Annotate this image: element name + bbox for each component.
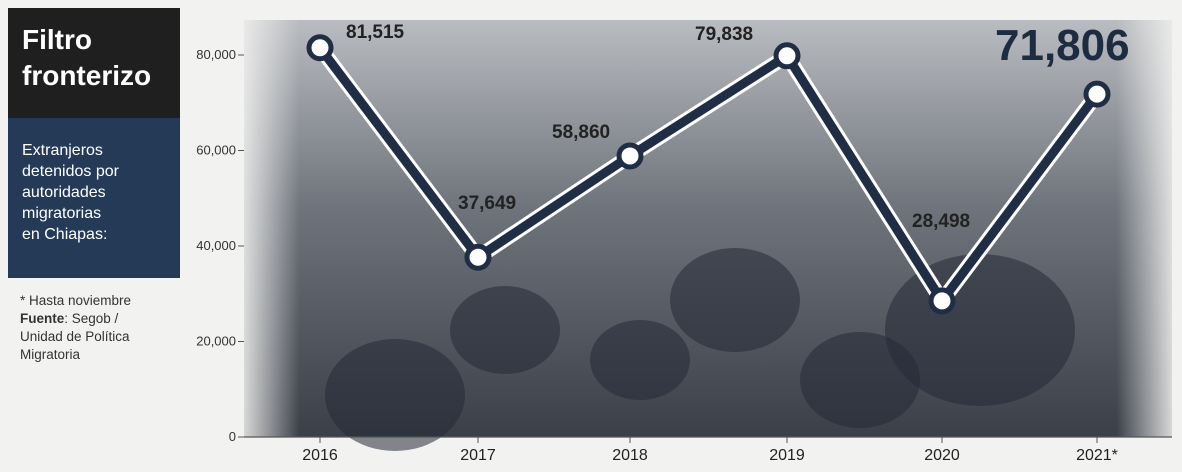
data-point [616,142,644,170]
data-point [773,42,801,70]
subtitle-line-4: migratorias [22,205,102,222]
source-line-3: Migratoria [20,347,81,362]
data-point [1083,80,1111,108]
y-tick-label: 80,000 [196,47,236,62]
data-label: 37,649 [458,193,516,214]
x-tick-label: 2019 [769,447,805,464]
data-point [928,287,956,315]
title-box: Filtro fronterizo [8,8,180,118]
axes: 0 20,000 40,000 60,000 80,000 2016 2017 2018 201… [196,47,1172,464]
y-tick-label: 20,000 [196,334,236,349]
series-layer [306,34,1111,315]
series-line [316,45,1101,306]
notes: * Hasta noviembre Fuente: Segob / Unidad… [20,292,180,364]
y-tick-label: 40,000 [196,238,236,253]
data-point [306,34,334,62]
data-label: 58,860 [552,122,610,143]
subtitle-line-2: detenidos por [22,163,119,180]
x-tick-label: 2016 [302,447,338,464]
data-label: 28,498 [912,211,970,232]
title-line-1: Filtro [22,24,92,55]
data-labels: 81,515 37,649 58,860 79,838 28,498 71,806 [346,21,1130,232]
data-label: 79,838 [695,24,753,45]
photo-edge-fade [244,20,1172,437]
x-tick-label: 2021* [1076,447,1118,464]
data-point [464,243,492,271]
x-tick-label: 2017 [460,447,496,464]
x-tick-label: 2018 [612,447,648,464]
subtitle-line-1: Extranjeros [22,142,103,159]
footnote: * Hasta noviembre [20,293,132,308]
source-text: : Segob / [64,311,119,326]
data-label: 71,806 [995,21,1130,70]
subtitle-box: Extranjeros detenidos por autoridades mi… [8,118,180,278]
y-tick-label: 60,000 [196,143,236,158]
subtitle-line-5: en Chiapas: [22,226,108,243]
x-tick-label: 2020 [924,447,960,464]
source-label: Fuente [20,311,65,326]
title-line-2: fronterizo [22,60,152,91]
background-photo [244,20,1172,451]
subtitle-line-3: autoridades [22,184,106,201]
y-tick-label: 0 [229,429,236,444]
source-line-2: Unidad de Política [20,329,130,344]
source-line: Fuente: Segob / [20,310,180,328]
data-label: 81,515 [346,22,405,43]
